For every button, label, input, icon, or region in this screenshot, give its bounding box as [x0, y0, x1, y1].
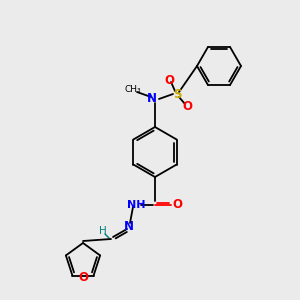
Text: N: N	[124, 220, 134, 233]
Text: O: O	[164, 74, 174, 86]
Text: N: N	[147, 92, 157, 106]
Text: O: O	[78, 271, 88, 284]
Text: H: H	[99, 226, 107, 236]
Text: O: O	[172, 199, 182, 212]
Text: S: S	[173, 88, 181, 100]
Text: CH₃: CH₃	[125, 85, 141, 94]
Text: O: O	[182, 100, 192, 112]
Text: NH: NH	[127, 200, 145, 210]
